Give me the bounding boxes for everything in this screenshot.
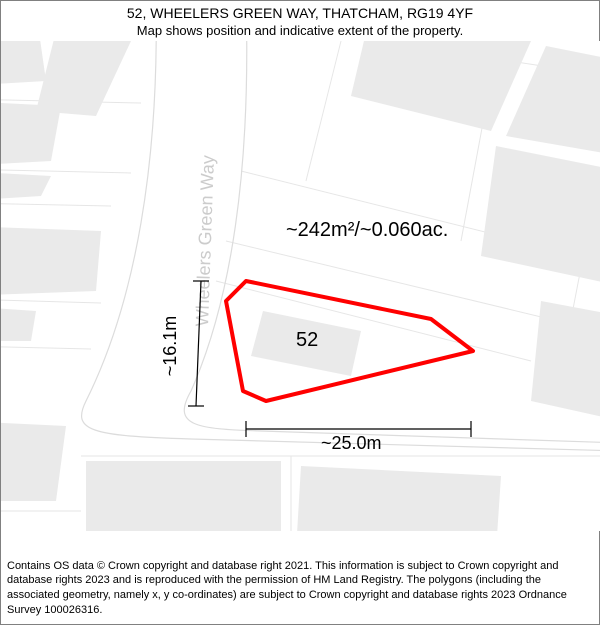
building-shape [296,466,501,531]
building-shape [1,306,36,341]
dim-height-label: ~16.1m [160,316,180,377]
map-svg: Wheelers Green Way~242m²/~0.060ac.52~16.… [1,41,600,531]
map-container: Wheelers Green Way~242m²/~0.060ac.52~16.… [1,41,600,531]
building-shape [1,41,46,86]
area-label: ~242m²/~0.060ac. [286,219,448,241]
header: 52, WHEELERS GREEN WAY, THATCHAM, RG19 4… [1,5,599,38]
building-shape [1,421,66,501]
house-number-label: 52 [296,329,318,351]
copyright-footer: Contains OS data © Crown copyright and d… [7,559,593,618]
page-subtitle: Map shows position and indicative extent… [1,23,599,38]
building-shape [1,226,101,296]
dim-width-label: ~25.0m [321,433,382,453]
page-title: 52, WHEELERS GREEN WAY, THATCHAM, RG19 4… [1,5,599,21]
building-shape [86,461,281,531]
page-frame: 52, WHEELERS GREEN WAY, THATCHAM, RG19 4… [0,0,600,625]
building-shape [531,301,600,421]
